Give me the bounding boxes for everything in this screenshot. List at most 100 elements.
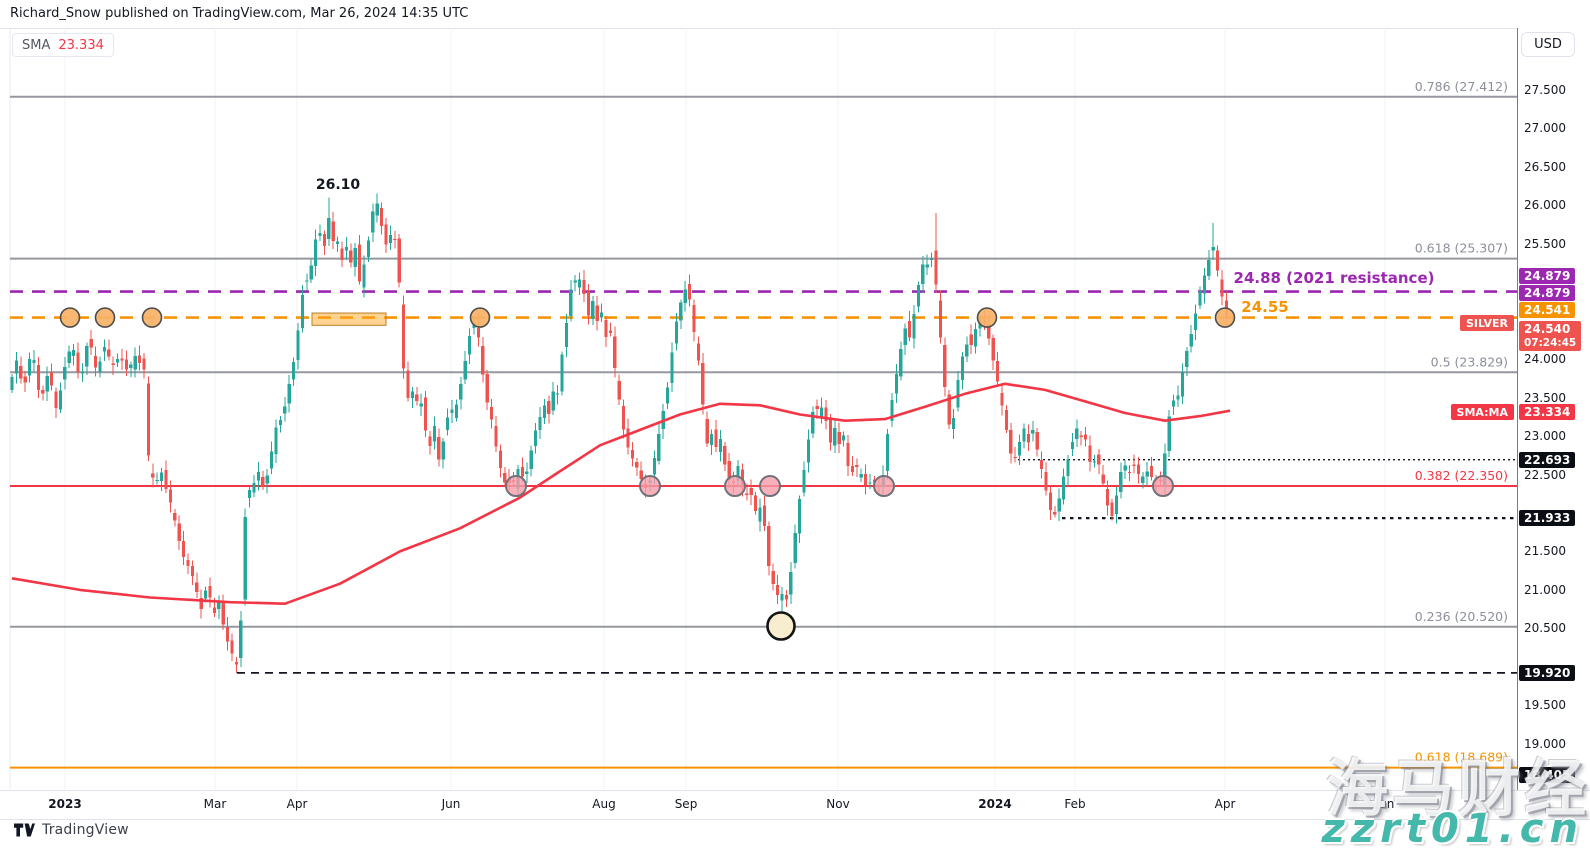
orange-touch-marker[interactable]: [141, 307, 163, 328]
candle-body: [833, 427, 837, 446]
candle-body: [798, 499, 802, 534]
candle-body: [600, 312, 604, 318]
candle-body: [806, 439, 810, 463]
resistance-lines[interactable]: [10, 290, 1517, 319]
candle-body: [358, 244, 362, 282]
candle-body: [1150, 466, 1154, 478]
candle-body: [1202, 275, 1206, 294]
fib-level-label: 0.618 (18.689): [1415, 750, 1508, 765]
candle-body: [406, 370, 410, 399]
time-tick-label: Apr: [1214, 797, 1236, 811]
candle-body: [815, 406, 819, 410]
key-low-marker[interactable]: [766, 611, 796, 641]
time-tick-label: Sep: [674, 797, 698, 811]
price-tick-label: 26.500: [1524, 159, 1566, 174]
candle-body: [595, 305, 599, 322]
candle-body: [32, 359, 36, 364]
orange-touch-marker[interactable]: [1214, 307, 1236, 328]
support-touch-marker[interactable]: [724, 475, 746, 498]
price-badge: 18.405: [1519, 767, 1576, 783]
candle-body: [525, 471, 529, 474]
candle-body: [1097, 454, 1101, 465]
candle-body: [1180, 371, 1184, 397]
candle-body: [930, 258, 934, 260]
candle-body: [54, 391, 58, 409]
time-tick-label: Mar: [203, 797, 227, 811]
candle-body: [736, 466, 740, 481]
candle-body: [252, 483, 256, 493]
candle-body: [1141, 476, 1145, 484]
price-badge: 21.933: [1519, 510, 1576, 526]
candle-body: [657, 434, 661, 462]
candle-body: [921, 264, 925, 284]
candle-body: [890, 400, 894, 421]
time-tick-label: Apr: [286, 797, 308, 811]
candle-body: [630, 450, 634, 459]
candle-body: [868, 482, 872, 484]
footer: TradingView: [14, 822, 129, 838]
candle-body: [996, 360, 1000, 382]
candle-body: [683, 289, 687, 304]
candle-body: [965, 344, 969, 357]
candle-body: [591, 300, 595, 319]
candle-body: [802, 469, 806, 493]
candle-body: [116, 358, 120, 363]
candle-body: [10, 377, 14, 390]
fib-level-label: 0.236 (20.520): [1415, 609, 1508, 624]
candle-body: [76, 352, 80, 372]
currency-button[interactable]: USD: [1521, 32, 1575, 57]
support-touch-marker[interactable]: [759, 475, 781, 498]
tradingview-logo-icon[interactable]: [14, 822, 35, 838]
candle-body: [98, 361, 102, 373]
candle-body: [556, 393, 560, 395]
sma-line[interactable]: [11, 382, 1231, 606]
candle-body: [1185, 350, 1189, 367]
candle-body: [696, 343, 700, 361]
candle-body: [366, 240, 370, 258]
candle-body: [476, 328, 480, 338]
candle-body: [578, 279, 582, 288]
candle-body: [1211, 246, 1215, 251]
price-axis[interactable]: 27.500 27.000 26.500 26.000 25.500 24.000 23.5…: [1517, 28, 1590, 818]
candle-body: [1176, 395, 1180, 400]
time-tick-label: Jun: [441, 797, 461, 811]
time-axis[interactable]: 2023 Mar Apr Jun Aug Sep Nov 2024 Feb Apr Jun: [0, 790, 1590, 820]
candle-body: [1145, 471, 1149, 477]
fib-level-label: 0.786 (27.412): [1415, 79, 1508, 94]
support-touch-marker[interactable]: [1152, 475, 1174, 498]
support-touch-marker[interactable]: [873, 475, 895, 498]
indicator-legend[interactable]: SMA 23.334: [12, 33, 114, 57]
candle-body: [586, 291, 590, 316]
candle-body: [1057, 498, 1061, 512]
orange-touch-marker[interactable]: [469, 307, 491, 328]
candle-body: [789, 571, 793, 595]
orange-touch-marker[interactable]: [59, 307, 81, 328]
candle-body: [349, 250, 353, 263]
tradingview-brand[interactable]: TradingView: [42, 822, 129, 838]
candle-body: [679, 302, 683, 321]
candle-body: [415, 394, 419, 401]
orange-touch-marker[interactable]: [94, 307, 116, 328]
candle-body: [80, 371, 84, 374]
candle-body: [138, 355, 142, 364]
candle-body: [230, 640, 234, 654]
support-touch-marker[interactable]: [505, 475, 527, 498]
candle-body: [1013, 456, 1017, 459]
candle-body: [353, 248, 357, 267]
orange-touch-marker[interactable]: [976, 307, 998, 328]
candle-body: [701, 363, 705, 405]
supply-zone[interactable]: [311, 312, 387, 326]
candle-body: [208, 586, 212, 598]
candle-body: [1207, 259, 1211, 276]
support-touch-marker[interactable]: [639, 475, 661, 498]
candle-body: [155, 479, 159, 482]
price-badge: 19.920: [1519, 665, 1576, 681]
candle-body: [1136, 464, 1140, 475]
candle-body: [1084, 434, 1088, 440]
candlestick-chart[interactable]: 0.786 (27.412) 0.618 (25.307) 0.5 (23.829)…: [0, 28, 1517, 790]
candle-body: [520, 466, 524, 477]
candle-body: [762, 505, 766, 527]
candle-body: [608, 330, 612, 333]
candle-body: [142, 358, 146, 370]
price-badge: 24.540 07:24:45: [1519, 321, 1582, 351]
